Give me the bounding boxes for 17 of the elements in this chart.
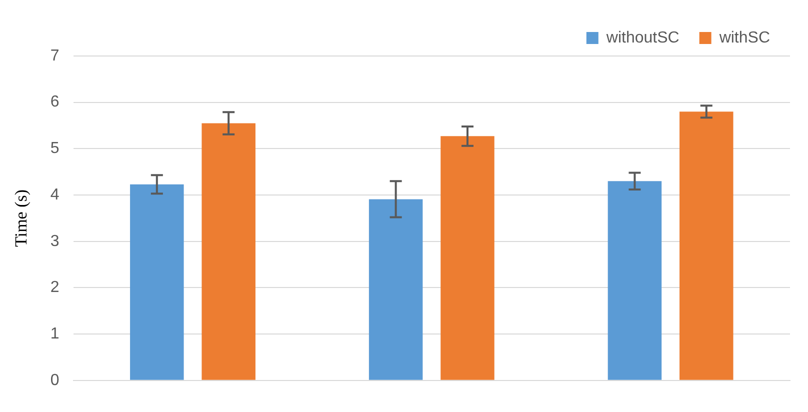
- legend-label: withSC: [718, 29, 770, 46]
- y-tick-label: 2: [50, 279, 60, 296]
- bar: [202, 123, 256, 380]
- y-tick-label: 1: [50, 325, 60, 342]
- y-tick-label: 3: [50, 232, 60, 250]
- y-tick-label: 6: [50, 94, 60, 111]
- y-tick-label: 7: [50, 47, 60, 64]
- legend-label: withoutSC: [605, 29, 680, 46]
- y-tick-label: 0: [50, 372, 60, 389]
- bar: [440, 136, 494, 380]
- bar: [608, 181, 662, 380]
- y-tick-label: 4: [50, 186, 60, 204]
- bar: [368, 199, 423, 380]
- y-tick-label: 5: [50, 140, 60, 158]
- bar: [130, 184, 184, 380]
- y-axis-title: Time (s): [12, 189, 31, 247]
- bar: [680, 112, 734, 380]
